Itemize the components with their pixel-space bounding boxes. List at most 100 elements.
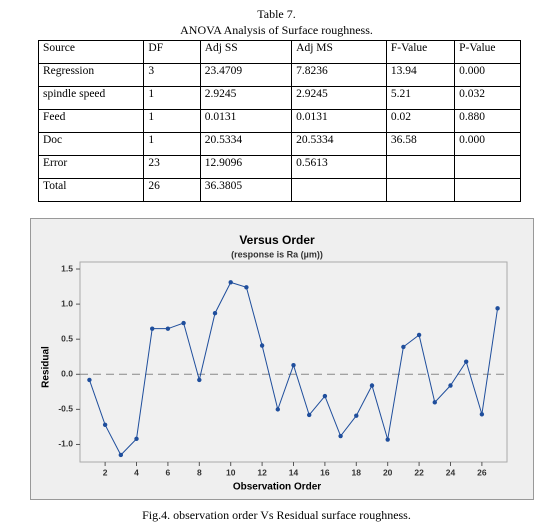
table-cell: Error <box>37 155 145 179</box>
table-cell: 0.000 <box>454 63 521 87</box>
table-row: Feed 1 0.0131 0.0131 0.02 0.880 <box>37 109 521 133</box>
data-point <box>165 326 171 331</box>
table-cell: 20.5334 <box>199 132 293 156</box>
table-cell: F-Value <box>385 40 456 64</box>
table-cell: 0.02 <box>385 109 456 133</box>
x-tick-label: 8 <box>197 467 202 477</box>
data-point <box>448 383 453 388</box>
table-cell: 36.58 <box>385 132 456 156</box>
data-point <box>134 436 139 442</box>
table-cell: Adj MS <box>291 40 387 64</box>
data-point <box>212 311 218 316</box>
table-cell: 20.5334 <box>291 132 387 156</box>
table-cell: 1 <box>143 86 201 110</box>
chart-subtitle: (response is Ra (µm)) <box>231 249 323 259</box>
table-cell <box>385 178 456 202</box>
table-cell: 7.8236 <box>291 63 387 87</box>
data-point <box>401 344 406 350</box>
data-point <box>463 359 469 364</box>
data-point <box>354 413 359 418</box>
data-point <box>338 433 343 439</box>
table-cell: 3 <box>143 63 201 87</box>
data-point <box>150 326 155 331</box>
x-tick-label: 4 <box>134 467 139 477</box>
table-cell <box>291 178 387 202</box>
table-header-row: Source DF Adj SS Adj MS F-Value P-Value <box>37 40 521 64</box>
x-tick-label: 26 <box>477 467 487 477</box>
y-tick-label: 1.0 <box>61 298 73 308</box>
data-point <box>416 332 422 338</box>
table-cell: P-Value <box>454 40 521 64</box>
x-tick-label: 22 <box>414 467 424 477</box>
table-cell: 26 <box>143 178 201 202</box>
data-point <box>275 407 281 412</box>
table-cell: Feed <box>37 109 145 133</box>
y-axis-label: Residual <box>41 346 52 388</box>
data-point <box>306 412 312 418</box>
data-point <box>118 452 124 458</box>
anova-table: Source DF Adj SS Adj MS F-Value P-Value Regres… <box>37 40 521 202</box>
x-axis-label: Observation Order <box>233 482 321 493</box>
data-point <box>87 377 92 383</box>
table-cell: 0.0131 <box>291 109 387 133</box>
y-tick-label: 0.0 <box>61 369 73 379</box>
table-cell: 13.94 <box>385 63 456 87</box>
data-point <box>259 343 265 348</box>
x-tick-label: 2 <box>103 467 108 477</box>
data-point <box>102 422 108 428</box>
x-tick-label: 12 <box>257 467 267 477</box>
table-cell: 0.0131 <box>199 109 293 133</box>
x-tick-label: 6 <box>166 467 171 477</box>
table-title: ANOVA Analysis of Surface roughness. <box>180 23 373 37</box>
table-cell: Regression <box>37 63 145 87</box>
table-cell: DF <box>143 40 201 64</box>
table-row: Total 26 36.3805 <box>37 178 521 202</box>
table-cell: 2.9245 <box>199 86 293 110</box>
figure-caption: Fig.4. observation order Vs Residual sur… <box>142 508 411 522</box>
table-row: Regression 3 23.4709 7.8236 13.94 0.000 <box>37 63 521 87</box>
x-tick-label: 24 <box>446 467 456 477</box>
chart: Versus Order (response is Ra (µm)) Obser… <box>30 218 534 500</box>
y-tick-label: 1.5 <box>61 263 73 273</box>
x-tick-label: 16 <box>320 467 330 477</box>
x-tick-label: 10 <box>226 467 236 477</box>
table-cell: 1 <box>143 109 201 133</box>
table-cell <box>385 155 456 179</box>
y-tick-label: -0.5 <box>58 404 73 414</box>
table-cell: spindle speed <box>37 86 145 110</box>
table-cell <box>454 178 521 202</box>
y-tick-label: -1.0 <box>58 439 73 449</box>
data-point <box>385 437 390 442</box>
table-cell: Total <box>37 178 145 202</box>
table-cell: 23.4709 <box>199 63 293 87</box>
table-cell: Source <box>37 40 145 64</box>
table-cell: Doc <box>37 132 145 156</box>
table-cell: Adj SS <box>199 40 293 64</box>
table-cell: 2.9245 <box>291 86 387 110</box>
data-point <box>479 412 485 417</box>
table-cell: 0.880 <box>454 109 521 133</box>
table-cell: 5.21 <box>385 86 456 110</box>
data-point <box>228 280 233 285</box>
plot-area <box>79 261 508 463</box>
table-cell <box>454 155 521 179</box>
data-point <box>291 362 296 368</box>
table-cell: 1 <box>143 132 201 156</box>
table-row: Doc 1 20.5334 20.5334 36.58 0.000 <box>37 132 521 156</box>
x-tick-label: 14 <box>289 467 299 477</box>
table-cell: 36.3805 <box>199 178 293 202</box>
x-tick-label: 18 <box>352 467 362 477</box>
x-tick-label: 20 <box>383 467 393 477</box>
data-point <box>197 377 202 383</box>
data-point <box>322 393 328 399</box>
data-point <box>495 306 500 311</box>
table-row: spindle speed 1 2.9245 2.9245 5.21 0.032 <box>37 86 521 110</box>
table-cell: 0.032 <box>454 86 521 110</box>
table-row: Error 23 12.9096 0.5613 <box>37 155 521 179</box>
y-tick-label: 0.5 <box>61 333 73 343</box>
data-point <box>244 285 249 290</box>
table-cell: 12.9096 <box>199 155 293 179</box>
table-cell: 23 <box>143 155 201 179</box>
chart-title: Versus Order <box>239 233 315 247</box>
